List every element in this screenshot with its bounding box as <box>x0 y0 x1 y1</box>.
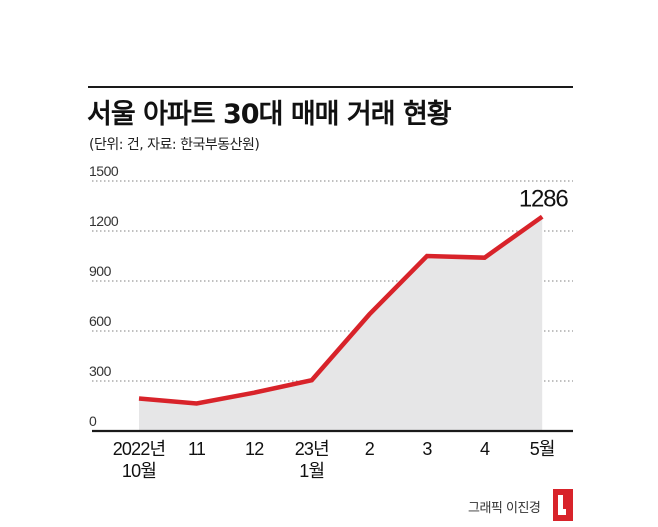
y-tick-label: 600 <box>89 313 112 329</box>
y-tick-label: 900 <box>89 263 112 279</box>
x-tick-label: 2022년 10월 <box>113 439 166 481</box>
series-line <box>138 214 544 406</box>
y-tick-label: 1500 <box>89 163 119 179</box>
y-tick-label: 0 <box>89 413 97 429</box>
chart-title: 서울 아파트 30대 매매 거래 현황 <box>87 99 452 130</box>
y-tick-label: 300 <box>89 363 112 379</box>
publisher-logo-icon <box>553 489 573 521</box>
x-tick-label: 11 <box>188 439 206 459</box>
x-tick-label: 4 <box>480 439 490 459</box>
chart-subtitle: (단위: 건, 자료: 한국부동산원) <box>89 137 260 153</box>
x-tick-label: 23년 1월 <box>295 439 329 481</box>
x-tick-label: 2 <box>365 439 375 459</box>
y-tick-label: 1200 <box>89 213 119 229</box>
data-label: 1286 <box>519 186 568 213</box>
x-tick-label: 5월 <box>530 439 555 459</box>
title-rule <box>88 86 573 88</box>
x-tick-label: 3 <box>422 439 432 459</box>
x-tick-label: 12 <box>245 439 264 459</box>
area-fill <box>139 216 543 431</box>
graphic-credit: 그래픽 이진경 <box>468 501 541 516</box>
